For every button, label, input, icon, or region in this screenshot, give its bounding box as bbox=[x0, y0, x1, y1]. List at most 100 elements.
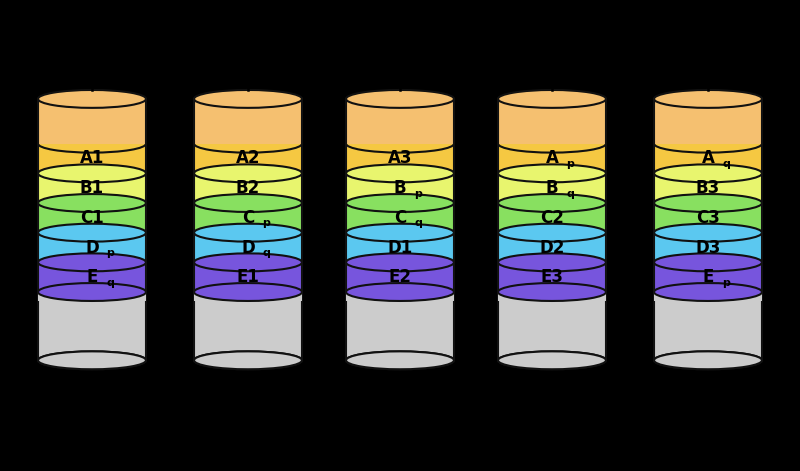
Bar bbox=[654, 233, 762, 262]
Ellipse shape bbox=[38, 351, 146, 369]
Ellipse shape bbox=[38, 135, 146, 153]
Bar bbox=[194, 292, 302, 360]
Text: C3: C3 bbox=[696, 209, 720, 227]
Text: q: q bbox=[414, 218, 422, 228]
Bar bbox=[38, 262, 146, 292]
Text: A1: A1 bbox=[80, 149, 104, 168]
Bar bbox=[498, 203, 606, 233]
Text: p: p bbox=[414, 188, 422, 198]
Text: E: E bbox=[702, 268, 714, 286]
Bar bbox=[654, 144, 762, 173]
Bar bbox=[194, 144, 302, 173]
Text: C: C bbox=[242, 209, 254, 227]
Bar bbox=[194, 99, 302, 144]
Ellipse shape bbox=[498, 351, 606, 369]
Bar bbox=[346, 203, 454, 233]
Bar bbox=[38, 144, 146, 173]
Text: p: p bbox=[722, 277, 730, 287]
Text: B1: B1 bbox=[80, 179, 104, 197]
Ellipse shape bbox=[346, 283, 454, 301]
Ellipse shape bbox=[346, 351, 454, 369]
Text: p: p bbox=[106, 248, 114, 258]
Text: B3: B3 bbox=[696, 179, 720, 197]
Bar bbox=[346, 233, 454, 262]
Ellipse shape bbox=[654, 194, 762, 212]
Ellipse shape bbox=[38, 283, 146, 301]
Bar bbox=[194, 203, 302, 233]
Ellipse shape bbox=[654, 224, 762, 242]
Ellipse shape bbox=[346, 224, 454, 242]
Ellipse shape bbox=[498, 90, 606, 108]
Text: D1: D1 bbox=[387, 238, 413, 257]
Bar bbox=[194, 233, 302, 262]
Bar bbox=[498, 262, 606, 292]
Text: C: C bbox=[394, 209, 406, 227]
Ellipse shape bbox=[194, 351, 302, 369]
Ellipse shape bbox=[194, 164, 302, 182]
Text: q: q bbox=[566, 188, 574, 198]
Ellipse shape bbox=[38, 164, 146, 182]
Ellipse shape bbox=[654, 253, 762, 271]
Ellipse shape bbox=[654, 90, 762, 108]
Bar bbox=[38, 292, 146, 360]
Text: A2: A2 bbox=[236, 149, 260, 168]
Text: B2: B2 bbox=[236, 179, 260, 197]
Bar bbox=[194, 262, 302, 292]
Bar bbox=[38, 233, 146, 262]
Ellipse shape bbox=[346, 135, 454, 153]
Text: C1: C1 bbox=[80, 209, 104, 227]
Bar bbox=[498, 99, 606, 144]
Bar bbox=[654, 292, 762, 301]
Text: E1: E1 bbox=[237, 268, 259, 286]
Ellipse shape bbox=[194, 283, 302, 301]
Bar bbox=[346, 99, 454, 144]
Bar bbox=[38, 203, 146, 233]
Ellipse shape bbox=[654, 135, 762, 153]
Bar bbox=[654, 173, 762, 203]
Ellipse shape bbox=[194, 135, 302, 153]
Ellipse shape bbox=[194, 253, 302, 271]
Bar bbox=[38, 99, 146, 144]
Ellipse shape bbox=[38, 194, 146, 212]
Bar bbox=[654, 262, 762, 292]
Ellipse shape bbox=[654, 164, 762, 182]
Text: q: q bbox=[106, 277, 114, 287]
Ellipse shape bbox=[194, 351, 302, 369]
Text: E3: E3 bbox=[541, 268, 563, 286]
Text: D3: D3 bbox=[695, 238, 721, 257]
Bar bbox=[38, 173, 146, 203]
Text: p: p bbox=[566, 159, 574, 169]
Bar bbox=[498, 173, 606, 203]
Bar bbox=[498, 233, 606, 262]
Ellipse shape bbox=[38, 90, 146, 108]
Bar bbox=[346, 173, 454, 203]
Ellipse shape bbox=[346, 164, 454, 182]
Ellipse shape bbox=[654, 351, 762, 369]
Ellipse shape bbox=[38, 224, 146, 242]
Bar bbox=[346, 292, 454, 301]
Ellipse shape bbox=[498, 224, 606, 242]
Text: q: q bbox=[262, 248, 270, 258]
Text: p: p bbox=[262, 218, 270, 228]
Bar bbox=[194, 292, 302, 301]
Text: A: A bbox=[702, 149, 714, 168]
Bar bbox=[194, 173, 302, 203]
Ellipse shape bbox=[38, 351, 146, 369]
Ellipse shape bbox=[346, 194, 454, 212]
Bar bbox=[654, 292, 762, 360]
Bar bbox=[38, 292, 146, 301]
Text: D2: D2 bbox=[539, 238, 565, 257]
Text: C2: C2 bbox=[540, 209, 564, 227]
Ellipse shape bbox=[194, 194, 302, 212]
Text: E2: E2 bbox=[389, 268, 411, 286]
Ellipse shape bbox=[654, 283, 762, 301]
Ellipse shape bbox=[346, 90, 454, 108]
Bar bbox=[654, 203, 762, 233]
Text: E: E bbox=[86, 268, 98, 286]
Ellipse shape bbox=[498, 283, 606, 301]
Text: A: A bbox=[546, 149, 558, 168]
Text: D: D bbox=[85, 238, 99, 257]
Text: q: q bbox=[722, 159, 730, 169]
Ellipse shape bbox=[38, 253, 146, 271]
Bar bbox=[346, 262, 454, 292]
